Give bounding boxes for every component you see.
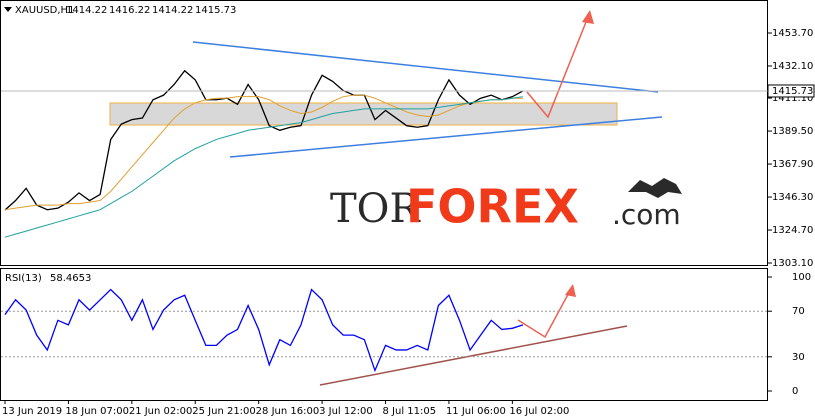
series-line	[4, 69, 524, 211]
last-price-label: 1415.73	[772, 86, 813, 97]
x-tick-label: 18 Jun 07:00	[65, 406, 129, 417]
y-tick-label: 70	[792, 306, 805, 317]
x-tick-label: 21 Jun 02:00	[129, 406, 193, 417]
rsi-value: 58.4653	[50, 273, 91, 284]
forecast-arrow	[526, 11, 591, 119]
ohlc-value: 1414.22	[152, 5, 193, 16]
trend-line	[229, 116, 663, 158]
y-tick-label: 1346.30	[772, 192, 813, 203]
y-tick-label: 1389.50	[772, 126, 813, 137]
ohlc-value: 1414.22	[66, 5, 107, 16]
x-tick-label: 8 Jul 11:05	[383, 406, 437, 417]
rsi-trend-line	[319, 325, 628, 386]
header-icon	[4, 7, 12, 12]
y-tick-label: 1324.70	[772, 225, 813, 236]
watermark-tor: TOR	[330, 186, 421, 232]
y-tick-label: 1303.10	[772, 258, 813, 269]
y-tick-label: 0	[792, 386, 798, 397]
watermark-forex: FOREX	[406, 180, 579, 234]
series-line	[4, 94, 523, 211]
bull-icon	[628, 178, 682, 198]
arrow-head	[582, 10, 594, 24]
y-tick-label: 1411.10	[772, 93, 813, 104]
series-line	[4, 96, 524, 238]
y-tick-label: 100	[792, 272, 811, 283]
rsi-forecast-arrow	[517, 286, 573, 339]
ohlc-value: 1415.73	[195, 5, 236, 16]
rsi-title: RSI(13)	[5, 273, 42, 284]
range-box	[109, 102, 618, 126]
x-tick-label: 11 Jul 06:00	[446, 406, 506, 417]
y-tick-label: 30	[792, 352, 805, 363]
symbol: XAUUSD,H1	[15, 5, 74, 16]
y-tick-label: 1432.10	[772, 61, 813, 72]
y-tick-label: 1453.70	[772, 28, 813, 39]
x-tick-label: 25 Jun 21:00	[192, 406, 256, 417]
last-price-box	[767, 84, 815, 98]
watermark-com: .com	[612, 198, 681, 231]
x-tick-label: 28 Jun 16:00	[256, 406, 320, 417]
ohlc-value: 1416.22	[109, 5, 150, 16]
x-tick-label: 16 Jul 02:00	[509, 406, 569, 417]
series-line	[4, 288, 524, 373]
x-tick-label: 13 Jun 2019	[2, 406, 62, 417]
trend-line	[192, 41, 659, 93]
arrow-head	[565, 284, 576, 297]
y-tick-label: 1367.90	[772, 159, 813, 170]
rsi-frame	[0, 268, 768, 401]
price-frame	[0, 0, 768, 266]
x-tick-label: 3 Jul 12:00	[319, 406, 373, 417]
